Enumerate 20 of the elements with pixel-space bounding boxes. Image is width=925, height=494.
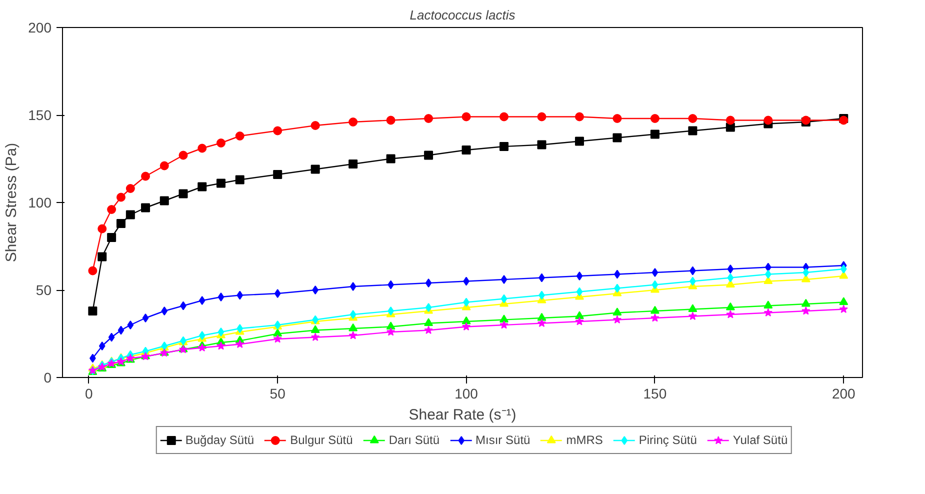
legend-label: Darı Sütü xyxy=(388,433,440,447)
y-axis-title: Shear Stress (Pa) xyxy=(3,142,20,262)
x-tick-label: 100 xyxy=(454,386,478,402)
x-tick-label: 50 xyxy=(270,386,286,402)
legend-label: Pirinç Sütü xyxy=(638,433,697,447)
y-tick-label: 50 xyxy=(36,282,52,298)
y-tick-label: 200 xyxy=(28,20,52,36)
y-tick-label: 150 xyxy=(28,107,52,123)
x-tick-label: 150 xyxy=(643,386,667,402)
x-axis-title: Shear Rate (s⁻¹) xyxy=(408,406,516,424)
legend-label: mMRS xyxy=(566,433,603,447)
x-tick-label: 0 xyxy=(85,386,94,402)
legend-label: Buğday Sütü xyxy=(185,433,254,447)
legend-label: Yulaf Sütü xyxy=(732,433,788,447)
x-tick-label: 200 xyxy=(832,386,856,402)
legend-label: Mısır Sütü xyxy=(476,433,530,447)
legend-label: Bulgur Sütü xyxy=(290,433,353,447)
y-tick-label: 100 xyxy=(28,194,52,210)
chart-title: Lactococcus lactis xyxy=(410,8,516,22)
y-tick-label: 0 xyxy=(44,370,52,386)
